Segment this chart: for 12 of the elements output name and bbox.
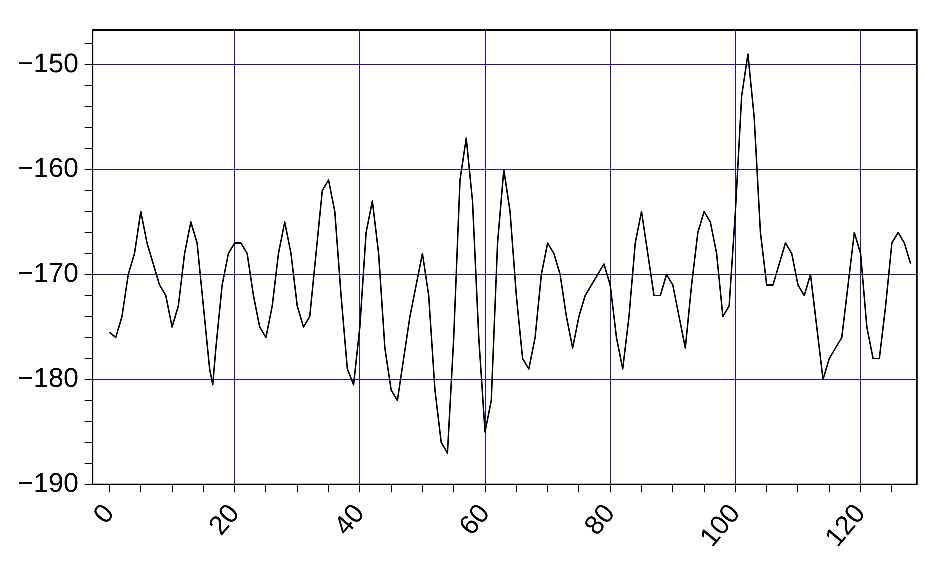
x-tick-label: 20 — [202, 498, 246, 541]
y-tick-label: −160 — [18, 153, 79, 184]
y-tick-label: −190 — [18, 468, 79, 498]
x-tick-label: 40 — [328, 498, 370, 541]
x-tick-label: 60 — [453, 498, 496, 541]
x-tick-label: 120 — [819, 498, 872, 552]
x-tick-label: 100 — [694, 498, 746, 552]
y-tick-label: −170 — [18, 258, 79, 288]
y-tick-label: −150 — [18, 48, 79, 78]
x-tick-label: 80 — [578, 498, 621, 541]
y-tick-label: −180 — [18, 363, 79, 394]
x-tick-label: 0 — [87, 498, 120, 530]
